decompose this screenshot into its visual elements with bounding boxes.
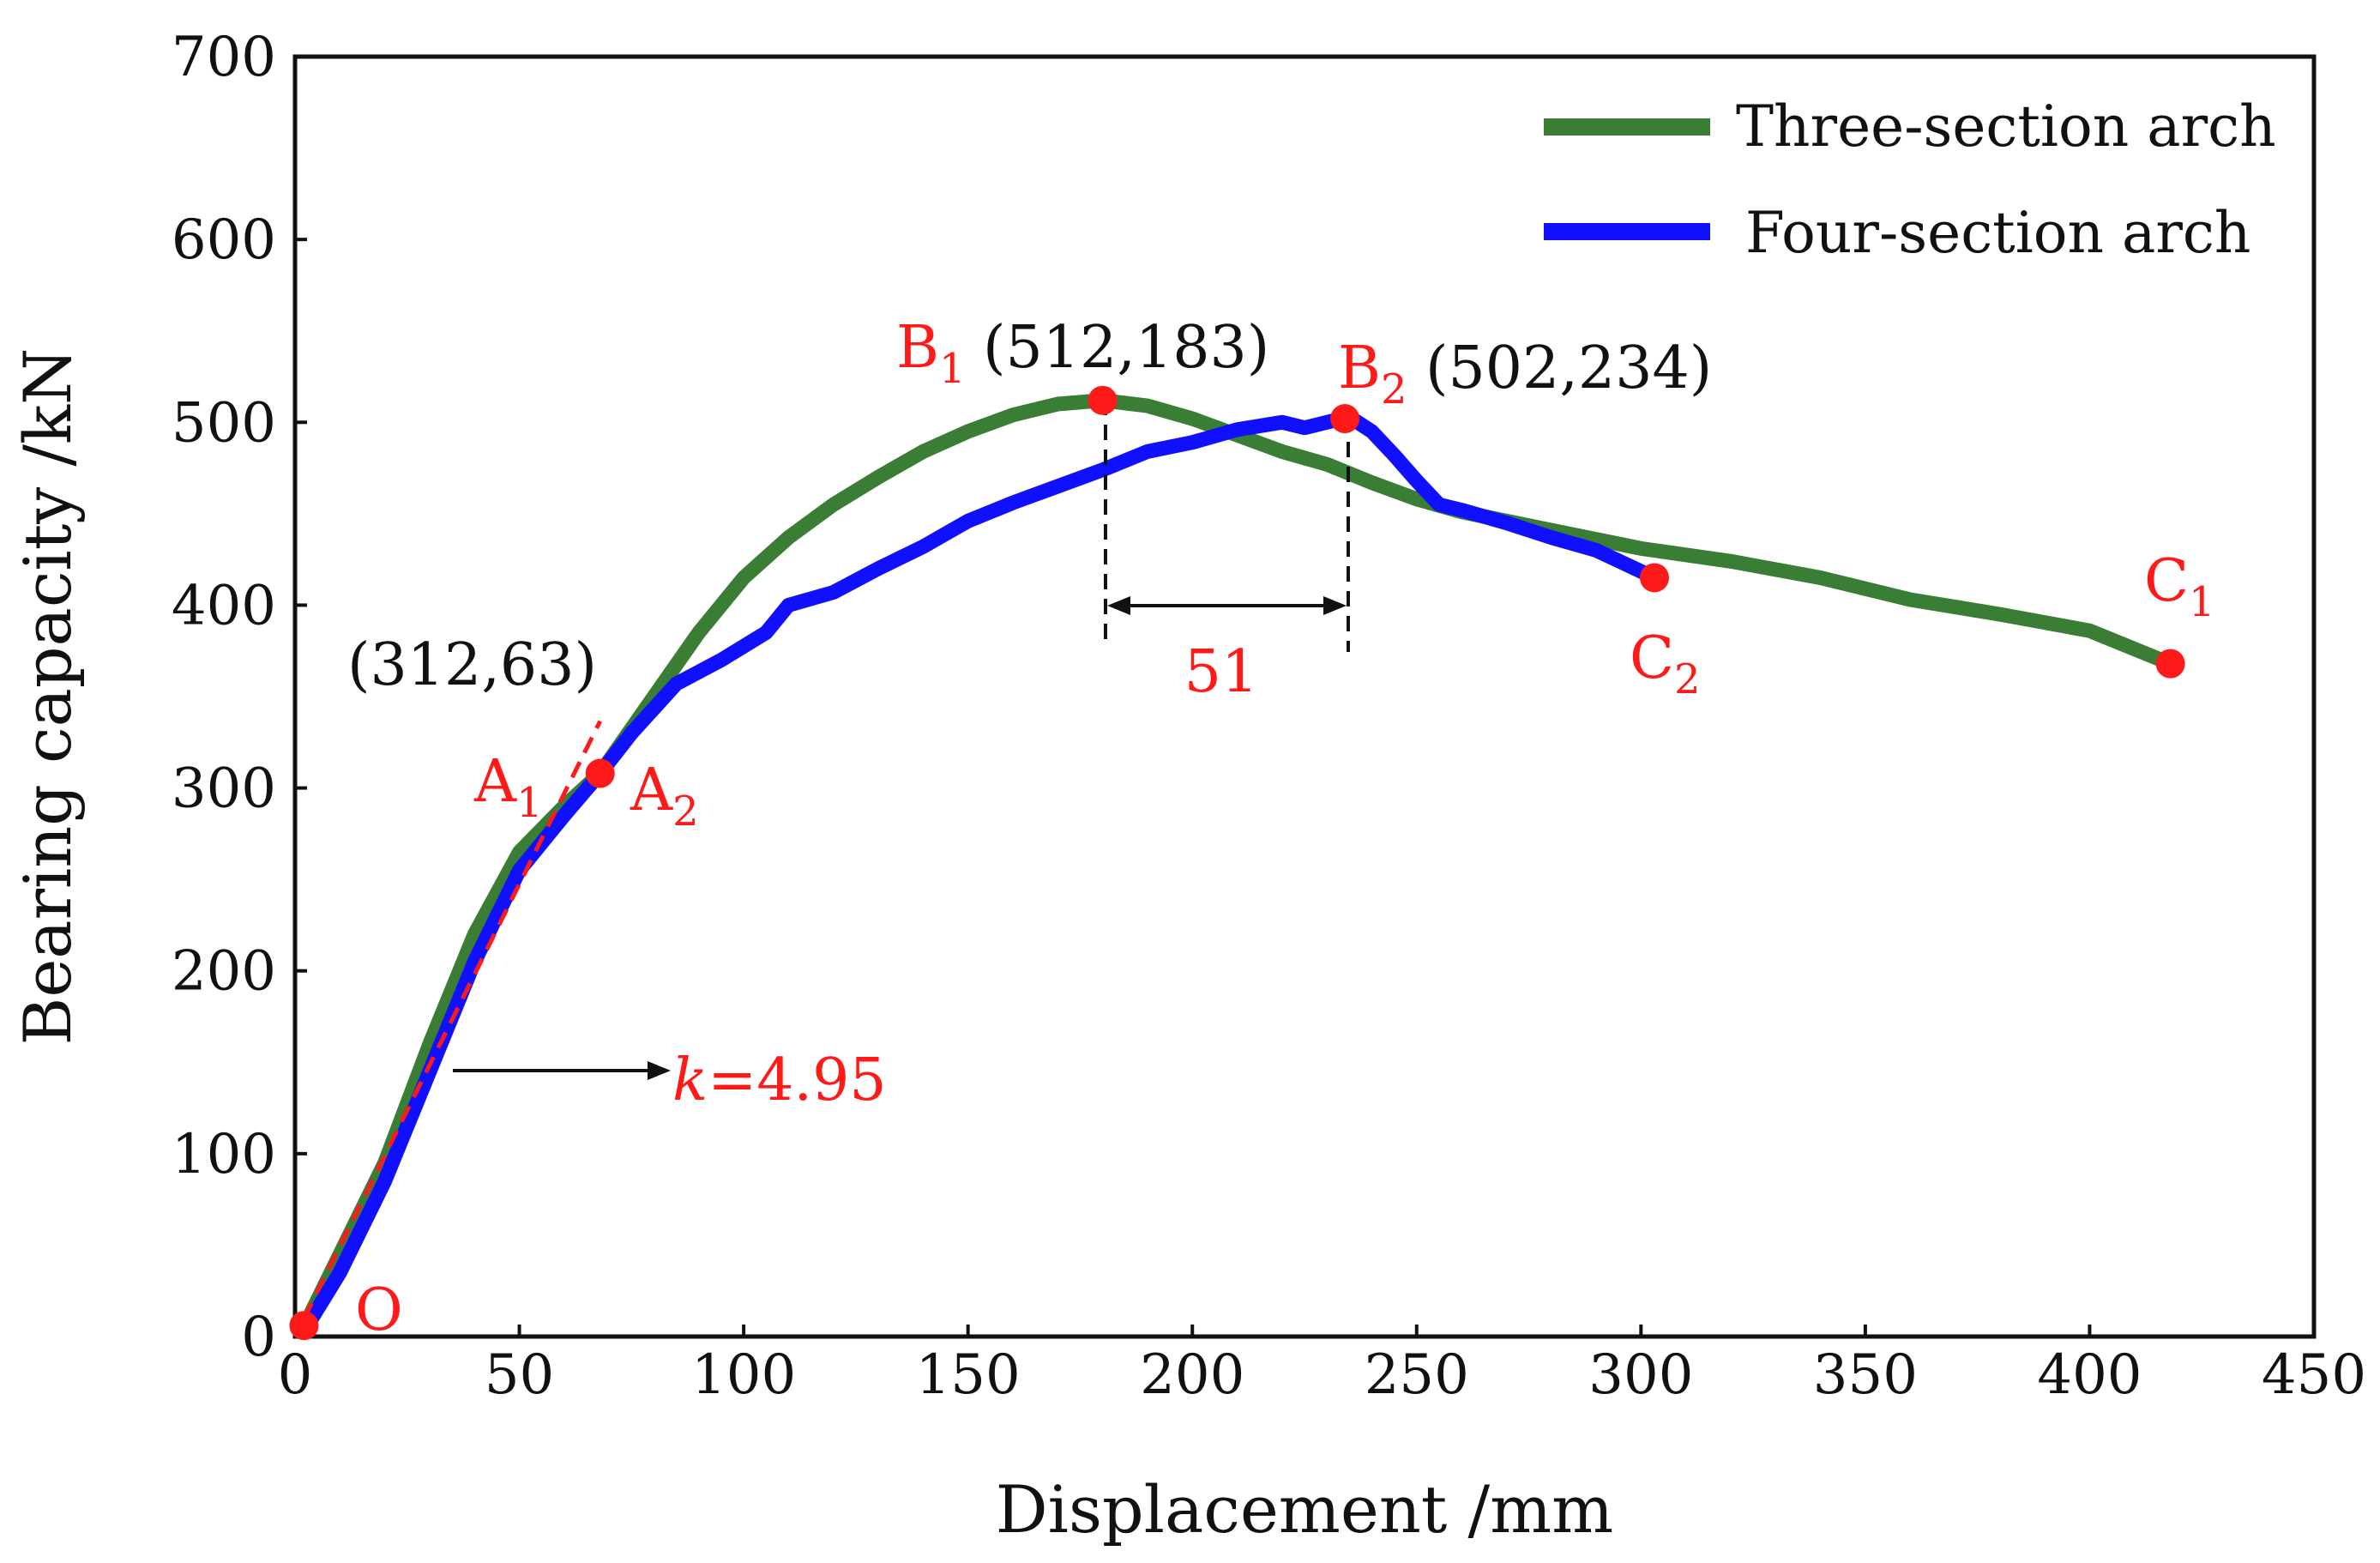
x-tick-label: 200 [1140, 1343, 1244, 1407]
y-tick-label: 600 [172, 208, 276, 272]
x-axis-title: Displacement /mm [996, 1471, 1613, 1548]
y-tick-label: 200 [172, 940, 276, 1004]
point-markers [289, 385, 2185, 1341]
y-tick-label: 400 [172, 574, 276, 637]
x-tick-label: 350 [1813, 1343, 1918, 1407]
legend-label-three-section: Three-section arch [1736, 94, 2276, 160]
y-tick-label: 500 [172, 391, 276, 455]
legend-label-four-section: Four-section arch [1745, 200, 2250, 266]
fit-line [302, 720, 602, 1320]
point-label-c1: C1 [2144, 547, 2215, 626]
series-line-three-section [296, 393, 2178, 1335]
point-marker-c2 [1640, 563, 1670, 593]
x-tick-label: 300 [1588, 1343, 1693, 1407]
x-tick-label: 450 [2262, 1343, 2366, 1407]
y-tick-label: 700 [172, 26, 276, 89]
point-marker-a1 [585, 758, 615, 788]
y-tick-label: 100 [172, 1123, 276, 1186]
point-marker-c1 [2155, 649, 2185, 679]
x-tick-label: 50 [485, 1343, 554, 1407]
gap-arrow-right-head [1323, 596, 1347, 615]
point-marker-o [289, 1311, 319, 1341]
b1-coords-label: (512,183) [983, 314, 1269, 382]
x-tick-label: 100 [691, 1343, 796, 1407]
x-tick-label: 0 [278, 1343, 313, 1407]
k-label: k=4.95 [672, 1047, 887, 1114]
x-tick-label: 150 [916, 1343, 1021, 1407]
y-tick-label: 300 [172, 757, 276, 821]
point-marker-b1 [1088, 385, 1118, 415]
grid-ticks: 0 50 100 150 200 250 300 350 400 450 0 100 200 300 400… [172, 26, 2366, 1407]
plot-frame [292, 54, 2317, 1339]
point-label-b1: B1 [896, 314, 966, 393]
b2-coords-label: (502,234) [1425, 335, 1712, 402]
gap-label: 51 [1184, 638, 1259, 706]
x-tick-label: 250 [1365, 1343, 1469, 1407]
point-label-b2: B2 [1338, 335, 1407, 413]
y-tick-label: 0 [241, 1306, 276, 1369]
point-label-a1: A1 [473, 748, 543, 827]
x-tick-label: 400 [2037, 1343, 2142, 1407]
point-label-o: O [355, 1276, 403, 1344]
point-label-a2: A2 [630, 757, 699, 836]
y-axis-title: Bearing capacity /kN [9, 347, 86, 1045]
k-arrow-head [648, 1061, 671, 1080]
series-layer [296, 393, 2178, 1339]
a-coords-label: (312,63) [347, 631, 597, 699]
point-label-c2: C2 [1630, 625, 1701, 703]
series-line-four-section [296, 409, 1662, 1339]
point-marker-b2 [1330, 404, 1360, 434]
legend: Three-section arch Four-section arch [1544, 94, 2276, 266]
gap-arrow-left-head [1107, 596, 1130, 615]
